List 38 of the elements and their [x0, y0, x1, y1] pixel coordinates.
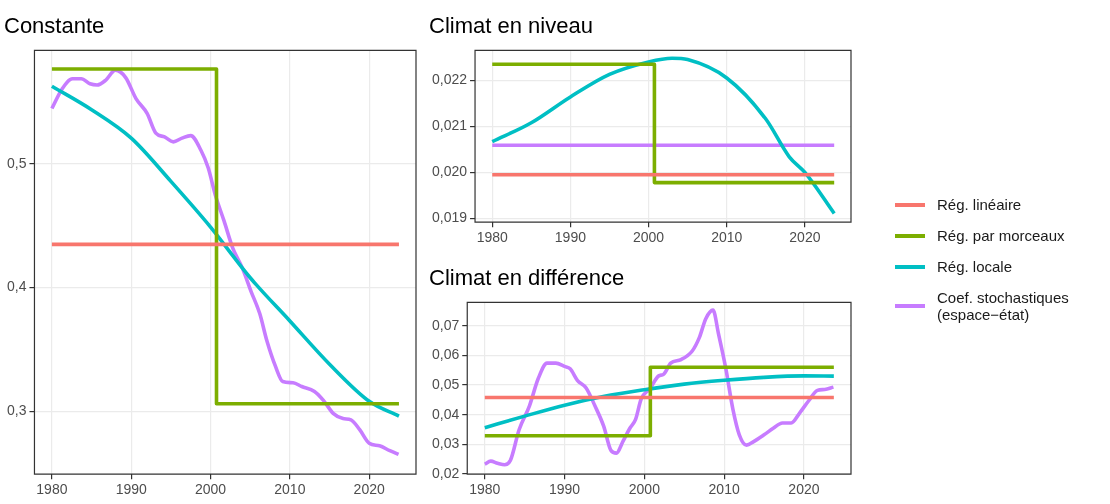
x-tick-label: 2010 — [711, 229, 743, 246]
y-tick-label: 0,020 — [431, 163, 468, 180]
legend-label: Rég. par morceaux — [937, 227, 1066, 244]
line-series — [490, 56, 836, 216]
legend-label: Rég. linéaire — [937, 196, 1023, 213]
x-tick-label: 2000 — [628, 481, 661, 498]
y-tick-label: 0,5 — [6, 154, 27, 171]
y-tick-label: 0,019 — [431, 209, 468, 226]
x-tick-label: 2010 — [708, 481, 740, 498]
y-tick-label: 0,02 — [432, 464, 460, 481]
x-tick-label: 2000 — [632, 229, 665, 246]
chart-title: Climat en niveau — [429, 13, 593, 39]
y-tick-label: 0,3 — [6, 402, 27, 419]
x-tick-label: 1990 — [554, 229, 587, 246]
y-tick-label: 0,4 — [6, 278, 27, 295]
legend-label: Rég. locale — [937, 258, 1014, 275]
x-tick-label: 2000 — [194, 481, 227, 498]
y-tick-label: 0,06 — [432, 346, 460, 363]
x-tick-label: 1990 — [549, 481, 581, 498]
x-tick-label: 2010 — [274, 481, 306, 498]
x-tick-label: 2020 — [788, 481, 820, 498]
chart-title: Climat en différence — [429, 265, 625, 291]
chart-title: Constante — [4, 13, 105, 39]
x-tick-label: 1980 — [469, 481, 501, 498]
y-tick-label: 0,021 — [431, 117, 468, 134]
x-tick-label: 2020 — [789, 229, 821, 246]
legend-label: Coef. stochastiques (espace−état) — [937, 289, 1070, 323]
y-tick-label: 0,05 — [432, 375, 460, 392]
x-tick-label: 2020 — [353, 481, 385, 498]
line-series — [483, 374, 836, 430]
y-tick-label: 0,04 — [432, 405, 460, 422]
y-tick-label: 0,03 — [432, 435, 460, 452]
y-tick-label: 0,022 — [431, 71, 468, 88]
x-tick-label: 1980 — [476, 229, 509, 246]
x-tick-label: 1980 — [36, 481, 68, 498]
x-tick-label: 1990 — [115, 481, 148, 498]
y-tick-label: 0,07 — [432, 316, 460, 333]
line-series — [483, 308, 836, 467]
